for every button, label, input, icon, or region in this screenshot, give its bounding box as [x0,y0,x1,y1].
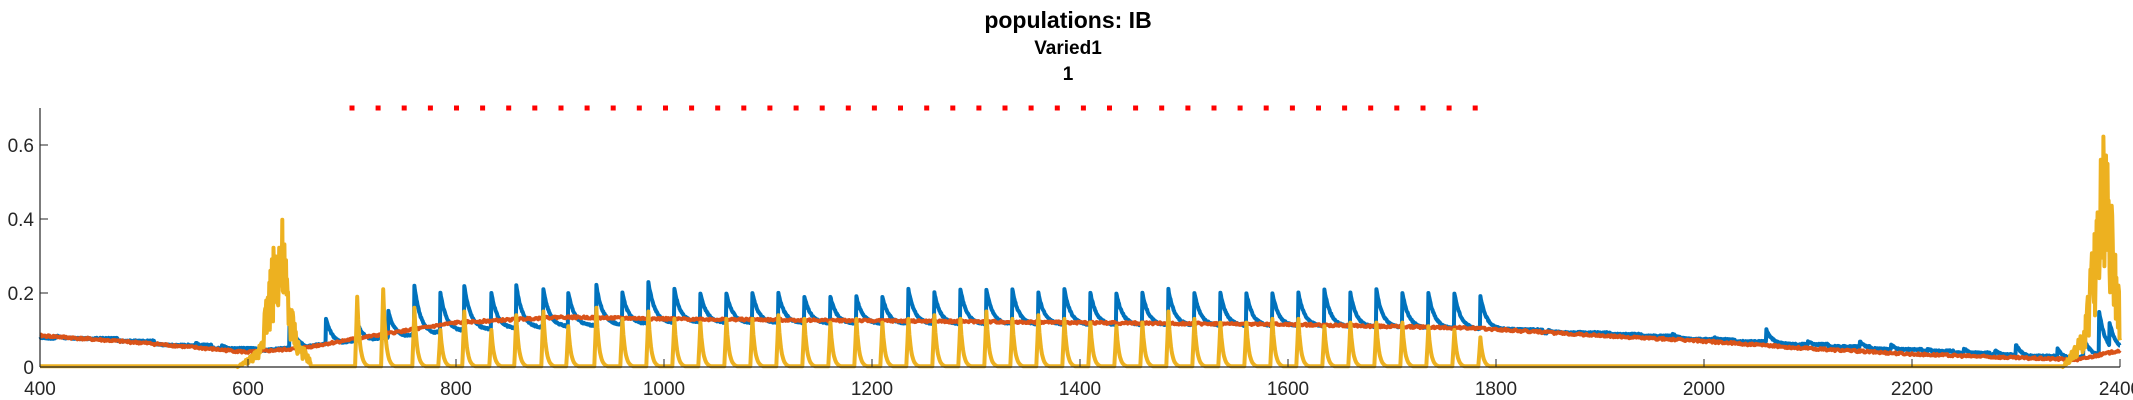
x-tick-label: 400 [24,379,56,400]
x-tick-label: 1200 [851,379,893,400]
red-marker-dot [454,105,459,111]
red-marker-dot [558,105,564,111]
red-marker-dot [1394,105,1400,111]
red-marker-dot [1237,105,1243,111]
red-marker-dot [950,105,956,111]
red-marker-dot [480,105,486,111]
red-marker-dot [1159,105,1165,111]
y-tick-label: 0.4 [8,210,35,231]
chart-title: populations: IB [984,7,1151,33]
y-tick-label: 0.2 [8,284,34,305]
red-marker-dot [584,105,590,111]
x-tick-label: 1600 [1267,379,1309,400]
red-marker-dot [1211,105,1217,111]
red-marker-dot [1446,105,1452,111]
x-tick-label: 1800 [1475,379,1517,400]
red-marker-dot [793,105,799,111]
red-marker-dot [401,105,407,111]
red-marker-dot [715,105,721,111]
red-marker-dot [871,105,877,111]
x-tick-label: 2200 [1891,379,1933,400]
red-marker-dot [1028,105,1034,111]
red-marker-dot [1342,105,1348,111]
red-marker-dot [663,105,668,111]
red-marker-dot [532,105,538,111]
red-marker-dot [506,105,512,111]
y-tick-label: 0.6 [8,136,34,157]
red-marker-dot [689,105,695,111]
red-marker-dot [924,105,930,111]
red-marker-dot [741,105,747,111]
x-tick-label: 1400 [1059,379,1101,400]
plot-area [38,105,2122,369]
chart-subtitle-1: Varied1 [1034,38,1102,59]
red-marker-dot [898,105,903,111]
red-marker-dot [1472,105,1478,111]
red-marker-dot [375,105,381,111]
red-marker-dot [1368,105,1374,111]
red-marker-dot [1054,105,1060,111]
red-marker-dot [819,105,825,111]
chart-subtitle-2: 1 [1063,64,1074,85]
red-marker-dot [1316,105,1321,111]
red-marker-dot [1002,105,1008,111]
red-marker-dot [845,105,851,111]
series-yellow-line [38,134,2122,369]
x-tick-label: 1000 [643,379,685,400]
red-marker-dot [976,105,982,111]
red-marker-dot [1420,105,1426,111]
red-marker-dot [1289,105,1295,111]
series-orange-line [39,314,2122,363]
red-marker-dot [1080,105,1086,111]
red-marker-dot [427,105,433,111]
red-marker-dot [349,105,355,111]
x-tick-label: 800 [440,379,472,400]
red-marker-dot [610,105,616,111]
x-tick-label: 2000 [1683,379,1725,400]
red-marker-dot [1263,105,1269,111]
red-marker-dot [767,105,773,111]
y-axis-ticks: 0 0.2 0.4 0.6 [8,136,48,379]
red-marker-dot [1107,105,1112,111]
series-layer [38,134,2122,369]
red-marker-dot [636,105,642,111]
red-marker-dot [1185,105,1191,111]
x-tick-label: 600 [232,379,264,400]
x-axis-ticks: 400 600 800 1000 1200 1400 1600 1800 2000 2200 240… [24,359,2133,400]
red-marker-dot [1133,105,1139,111]
marker-layer [349,105,1478,111]
y-tick-label: 0 [23,358,34,379]
